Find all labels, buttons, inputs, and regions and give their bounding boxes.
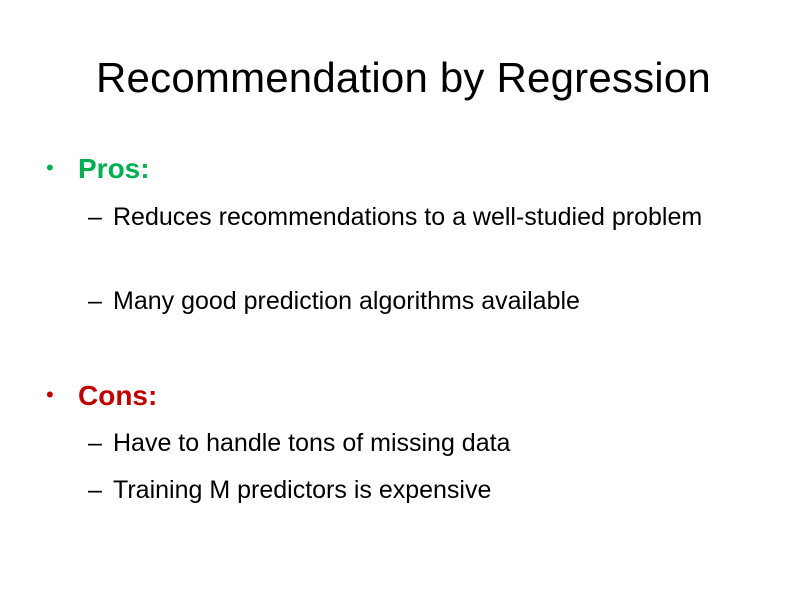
dash-marker: – <box>88 476 102 504</box>
pros-heading: Pros: <box>78 153 150 184</box>
cons-heading: Cons: <box>78 380 158 411</box>
pros-item-1-text: Reduces recommendations to a well-studie… <box>113 203 703 231</box>
dash-marker: – <box>88 203 102 231</box>
cons-item-2-text: Training M predictors is expensive <box>113 476 492 504</box>
pros-item-2: – Many good prediction algorithms availa… <box>88 282 728 320</box>
cons-item-2: – Training M predictors is expensive <box>88 471 728 509</box>
bullet-pros-marker: • <box>46 155 54 180</box>
cons-item-1-text: Have to handle tons of missing data <box>113 429 511 457</box>
pros-item-1: – Reduces recommendations to a well-stud… <box>88 198 728 236</box>
cons-item-1: – Have to handle tons of missing data <box>88 424 728 462</box>
bullet-cons-marker: • <box>46 382 54 407</box>
pros-bullet: • Pros: <box>46 150 150 187</box>
dash-marker: – <box>88 429 102 457</box>
slide-title: Recommendation by Regression <box>96 54 711 101</box>
pros-item-2-text: Many good prediction algorithms availabl… <box>113 287 580 315</box>
dash-marker: – <box>88 287 102 315</box>
cons-bullet: • Cons: <box>46 377 157 414</box>
